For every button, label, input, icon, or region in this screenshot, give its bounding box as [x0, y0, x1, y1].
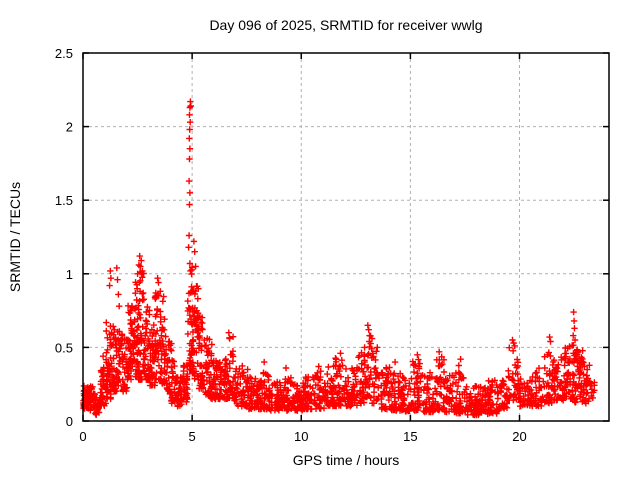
y-tick-label: 0: [66, 414, 73, 429]
y-tick-label: 2.5: [55, 46, 73, 61]
chart-title: Day 096 of 2025, SRMTID for receiver wwl…: [209, 17, 482, 33]
x-tick-label: 10: [294, 429, 308, 444]
x-tick-label: 0: [79, 429, 86, 444]
x-tick-label: 20: [512, 429, 526, 444]
x-tick-label: 15: [403, 429, 417, 444]
y-tick-labels: 0 0.5 1 1.5 2 2.5: [55, 46, 73, 429]
axis-ticks: [82, 52, 609, 422]
y-tick-label: 1: [66, 267, 73, 282]
y-axis-label: SRMTID / TECUs: [7, 182, 23, 292]
x-tick-label: 5: [189, 429, 196, 444]
x-tick-labels: 0 5 10 15 20: [79, 429, 526, 444]
y-tick-label: 0.5: [55, 340, 73, 355]
y-tick-label: 2: [66, 120, 73, 135]
x-axis-label: GPS time / hours: [293, 452, 400, 468]
plot-border: [82, 52, 610, 422]
y-tick-label: 1.5: [55, 193, 73, 208]
